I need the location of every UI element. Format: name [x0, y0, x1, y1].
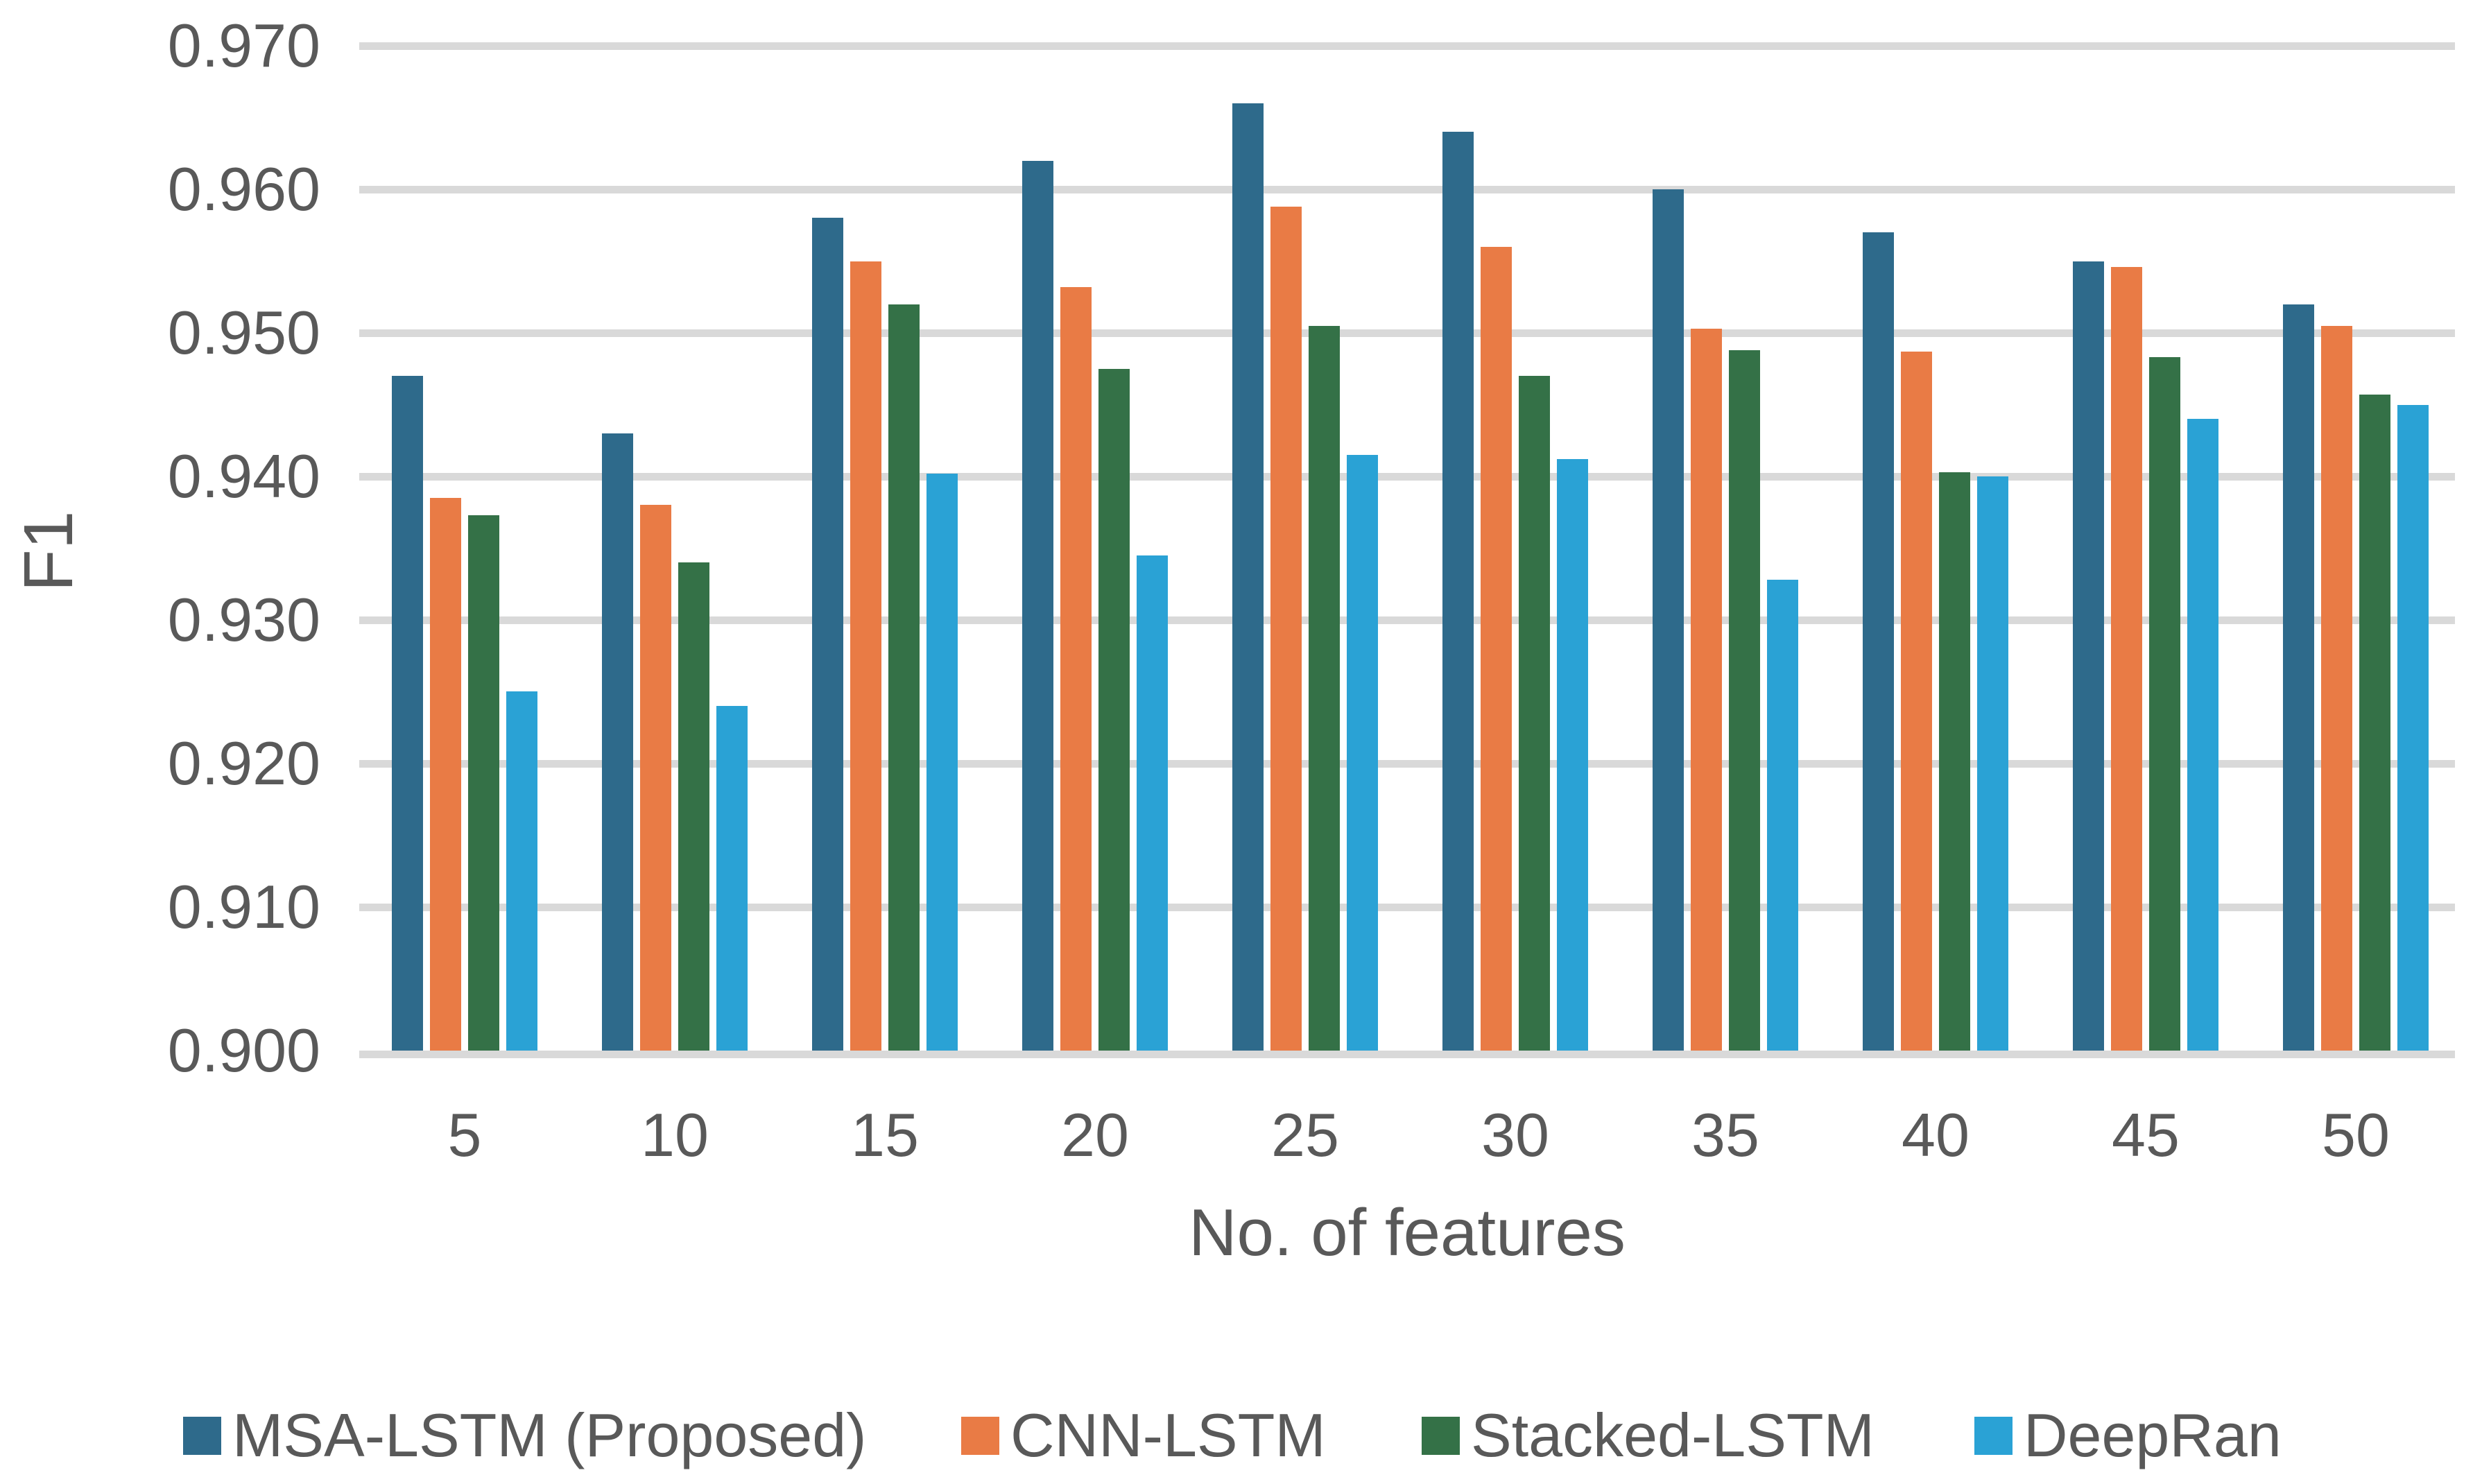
y-tick-label: 0.940 [167, 442, 320, 510]
x-tick-label-25: 25 [1271, 1101, 1339, 1169]
bar-stacked-lstm-15 [888, 304, 920, 1051]
legend-label: MSA-LSTM (Proposed) [232, 1401, 867, 1469]
legend-item-deepran: DeepRan [1974, 1401, 2282, 1469]
bar-stacked-lstm-30 [1519, 376, 1550, 1051]
gridline [359, 329, 2455, 337]
bar-stacked-lstm-20 [1098, 369, 1130, 1051]
bar-stacked-lstm-35 [1729, 350, 1760, 1051]
bar-msa-lstm-proposed--40 [1863, 232, 1894, 1051]
bar-deepran-40 [1977, 476, 2008, 1051]
x-tick-label-35: 35 [1691, 1101, 1759, 1169]
bar-msa-lstm-proposed--45 [2073, 261, 2104, 1051]
y-tick-label: 0.970 [167, 11, 320, 80]
bar-msa-lstm-proposed--15 [812, 218, 843, 1051]
bar-cnn-lstm-15 [850, 261, 881, 1051]
bar-stacked-lstm-50 [2359, 395, 2390, 1051]
bar-cnn-lstm-40 [1901, 352, 1932, 1051]
bar-msa-lstm-proposed--25 [1232, 103, 1264, 1051]
bar-deepran-5 [506, 691, 537, 1051]
gridline [359, 904, 2455, 911]
bar-cnn-lstm-25 [1270, 207, 1302, 1051]
bar-msa-lstm-proposed--10 [602, 433, 633, 1051]
x-axis-title: No. of features [1189, 1196, 1626, 1270]
x-tick-label-50: 50 [2322, 1101, 2390, 1169]
bar-deepran-25 [1347, 455, 1378, 1051]
legend-swatch-icon [961, 1416, 999, 1455]
plot-area [359, 42, 2455, 1058]
x-axis-line [359, 1051, 2455, 1058]
bar-deepran-10 [716, 706, 748, 1051]
legend-item-msa-lstm-proposed-: MSA-LSTM (Proposed) [183, 1401, 867, 1469]
legend-swatch-icon [1974, 1416, 2013, 1455]
bar-stacked-lstm-10 [678, 562, 709, 1051]
x-tick-label-10: 10 [641, 1101, 709, 1169]
y-tick-label: 0.950 [167, 298, 320, 367]
x-tick-label-45: 45 [2112, 1101, 2180, 1169]
bar-msa-lstm-proposed--20 [1022, 161, 1053, 1051]
bar-deepran-15 [927, 474, 958, 1051]
x-tick-label-20: 20 [1061, 1101, 1129, 1169]
gridline [359, 186, 2455, 193]
legend-label: DeepRan [2024, 1401, 2282, 1469]
gridline [359, 616, 2455, 624]
x-tick-label-5: 5 [447, 1101, 482, 1169]
y-tick-label: 0.900 [167, 1016, 320, 1085]
bar-msa-lstm-proposed--5 [392, 376, 423, 1051]
bar-msa-lstm-proposed--30 [1442, 132, 1474, 1051]
y-axis-title: F1 [10, 510, 87, 592]
bar-cnn-lstm-5 [430, 498, 461, 1051]
legend-label: Stacked-LSTM [1471, 1401, 1875, 1469]
bar-deepran-45 [2187, 419, 2218, 1051]
x-tick-label-30: 30 [1481, 1101, 1549, 1169]
bar-stacked-lstm-25 [1309, 326, 1340, 1051]
y-tick-label: 0.930 [167, 585, 320, 654]
x-tick-label-15: 15 [851, 1101, 919, 1169]
legend-swatch-icon [183, 1416, 221, 1455]
x-tick-label-40: 40 [1902, 1101, 1970, 1169]
bar-cnn-lstm-20 [1060, 287, 1092, 1051]
gridline [359, 42, 2455, 50]
gridline [359, 760, 2455, 768]
bar-cnn-lstm-35 [1691, 329, 1722, 1051]
bar-deepran-50 [2397, 405, 2429, 1051]
bar-stacked-lstm-40 [1939, 472, 1970, 1051]
bar-stacked-lstm-45 [2149, 357, 2180, 1051]
bar-cnn-lstm-50 [2321, 326, 2352, 1051]
bar-cnn-lstm-30 [1481, 247, 1512, 1051]
legend-item-cnn-lstm: CNN-LSTM [961, 1401, 1326, 1469]
bar-stacked-lstm-5 [468, 515, 499, 1051]
gridline [359, 473, 2455, 481]
legend-label: CNN-LSTM [1010, 1401, 1326, 1469]
bar-deepran-20 [1137, 555, 1168, 1051]
y-tick-label: 0.960 [167, 155, 320, 223]
y-tick-label: 0.910 [167, 872, 320, 941]
bar-msa-lstm-proposed--50 [2283, 304, 2314, 1051]
bar-msa-lstm-proposed--35 [1653, 189, 1684, 1051]
y-tick-label: 0.920 [167, 729, 320, 797]
bar-deepran-35 [1767, 580, 1798, 1051]
legend-swatch-icon [1422, 1416, 1460, 1455]
bar-cnn-lstm-10 [640, 505, 671, 1051]
legend-item-stacked-lstm: Stacked-LSTM [1422, 1401, 1875, 1469]
bar-cnn-lstm-45 [2111, 267, 2142, 1051]
bar-deepran-30 [1557, 459, 1588, 1051]
